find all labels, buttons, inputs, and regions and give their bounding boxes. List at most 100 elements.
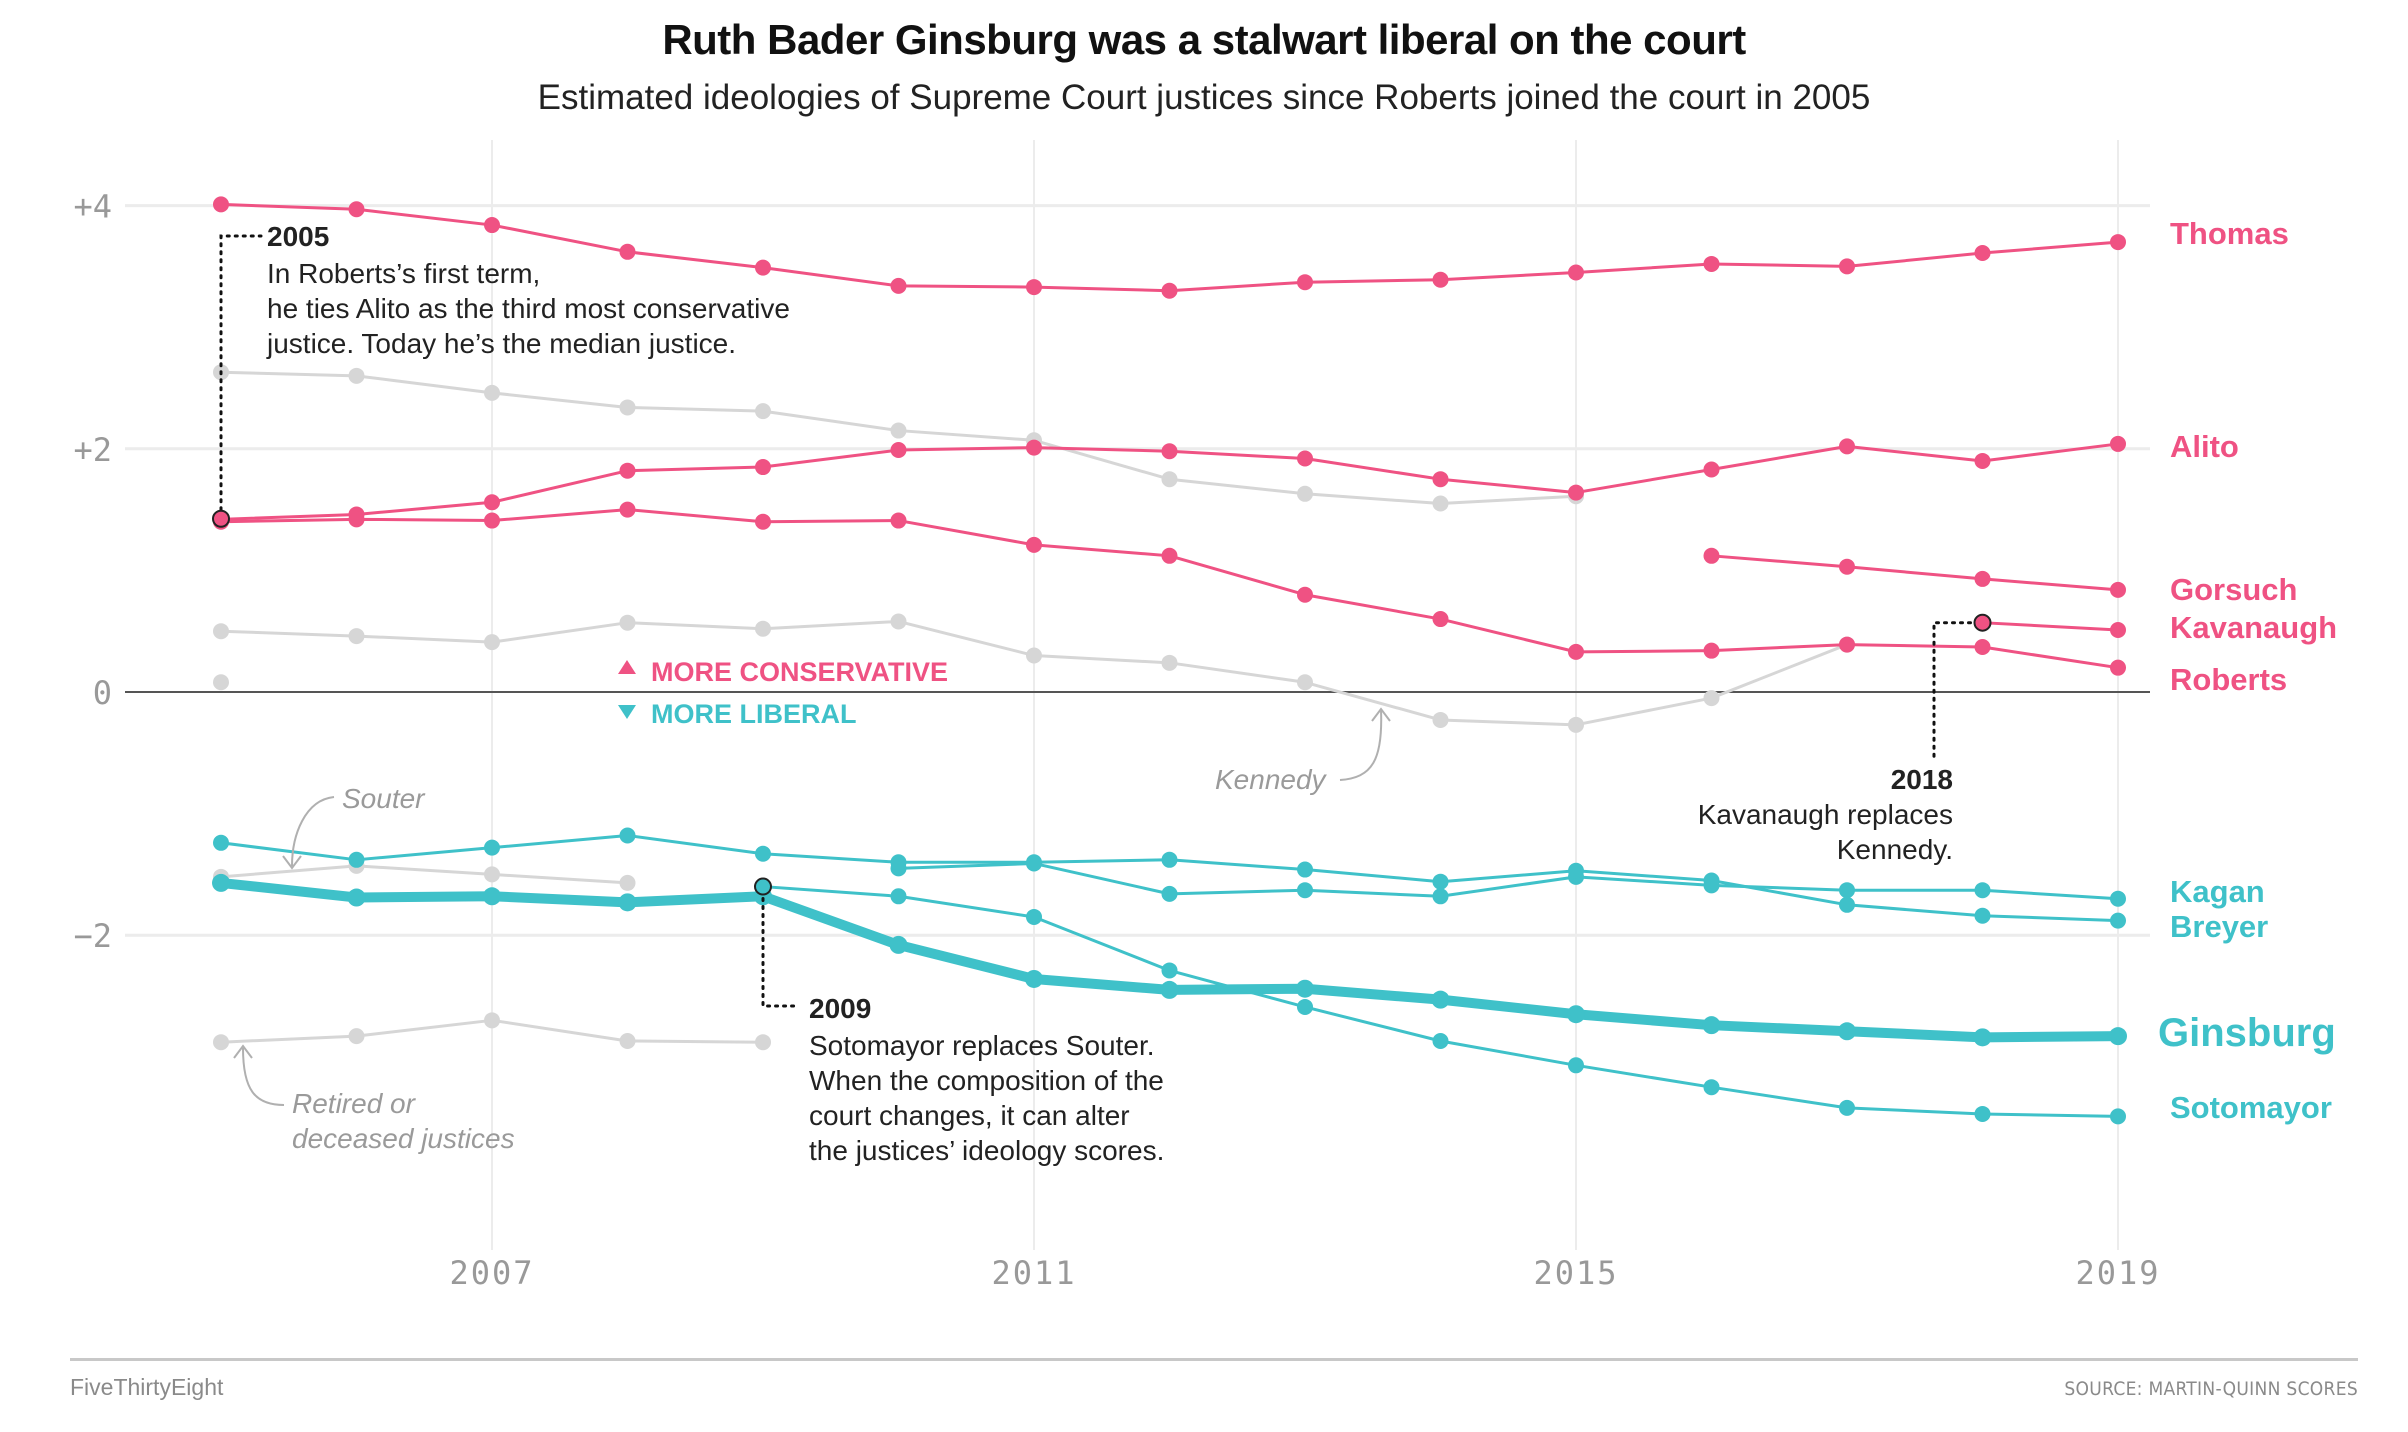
x-axis: 2007 2011 2015 2019 [449, 1254, 2160, 1292]
data-point-alito [619, 462, 636, 479]
retired-callout-line2: deceased justices [292, 1123, 515, 1154]
data-point-roberts [890, 512, 907, 529]
data-point-ginsburg [1025, 969, 1043, 988]
annotation-leader-2005 [219, 234, 263, 512]
data-point-sotomayor [890, 888, 907, 905]
data-point-breyer [1839, 896, 1855, 913]
highlight-point-roberts-2005 [212, 509, 230, 528]
data-point-stevens [619, 1032, 636, 1049]
series-line-kavanaugh [1982, 621, 2119, 632]
data-point-alito [1161, 443, 1178, 460]
chart-title: Ruth Bader Ginsburg was a stalwart liber… [662, 16, 1746, 63]
data-point-kennedy [755, 620, 771, 637]
annotation-text: Sotomayor replaces Souter. [809, 1030, 1155, 1061]
data-point-roberts [619, 501, 636, 518]
data-point-alito [1026, 439, 1042, 456]
x-tick-label: 2015 [1533, 1254, 1618, 1292]
data-point-stevens [213, 1034, 229, 1051]
data-point-alito [484, 494, 500, 511]
data-point-ginsburg [889, 935, 908, 954]
series-label-thomas: Thomas [2170, 216, 2289, 251]
retired-series [213, 364, 1855, 1051]
data-point-souter [619, 874, 636, 891]
data-point-thomas [213, 196, 229, 213]
data-point-kagan [1432, 888, 1449, 905]
data-point-thomas [484, 217, 500, 234]
data-point-sotomayor [1839, 1099, 1855, 1116]
data-point-ginsburg [2109, 1027, 2127, 1046]
data-point-thomas [348, 201, 365, 218]
data-point-sotomayor [1026, 908, 1042, 925]
series-line-breyer [220, 833, 2119, 923]
data-point-alito [1974, 452, 1991, 469]
data-point-kennedy [484, 634, 500, 651]
y-axis: +4 +2 0 −2 [73, 188, 112, 956]
data-point-thomas [1839, 258, 1855, 275]
data-point-roberts [1297, 586, 1313, 603]
more-conservative-label: MORE CONSERVATIVE [651, 657, 948, 687]
series-line-gorsuch [1711, 554, 2119, 592]
data-point-thomas [890, 277, 907, 294]
data-point-kennedy [1703, 690, 1720, 707]
footer-divider [70, 1358, 2358, 1361]
data-point-kennedy [619, 614, 636, 631]
data-point-kavanaugh [2110, 621, 2126, 638]
data-point-kagan [1839, 882, 1855, 899]
data-point-roberts [1974, 639, 1991, 656]
data-point-breyer [619, 827, 636, 844]
data-point-breyer [1703, 872, 1720, 889]
y-tick-label: +4 [73, 188, 112, 226]
data-point-kennedy [1161, 654, 1178, 671]
data-point-scalia [619, 399, 636, 416]
arrow-head-icon [1371, 707, 1391, 722]
data-point-sotomayor [1297, 998, 1313, 1015]
data-point-thomas [1161, 282, 1178, 299]
data-point-sotomayor [1568, 1057, 1584, 1074]
arrow-head-icon [233, 1044, 253, 1059]
retired-arrow [242, 1047, 285, 1106]
annotations: 2005 In Roberts’s first term, he ties Alit… [212, 221, 1992, 1166]
data-point-roberts [1161, 547, 1178, 564]
data-point-thomas [1026, 279, 1042, 296]
kennedy-arrow [1339, 709, 1383, 781]
more-liberal-label: MORE LIBERAL [651, 699, 857, 729]
data-point-breyer [1297, 861, 1313, 878]
data-point-roberts [1703, 642, 1720, 659]
data-point-ginsburg [483, 887, 501, 906]
arrow-head-icon [282, 855, 302, 870]
data-point-stevens [755, 1034, 771, 1051]
x-tick-label: 2019 [2075, 1254, 2160, 1292]
series-label-gorsuch: Gorsuch [2170, 572, 2297, 607]
data-point-thomas [1297, 274, 1313, 291]
highlight-point-sotomayor-2009 [754, 877, 772, 896]
data-point-ginsburg [618, 893, 637, 912]
series-line-kagan [898, 861, 2119, 901]
data-point-gorsuch [2110, 581, 2126, 598]
annotation-text: justice. Today he’s the median justice. [266, 328, 736, 359]
data-point-ginsburg [212, 873, 230, 892]
data-point-breyer [1026, 854, 1042, 871]
annotation-text: Kennedy. [1837, 834, 1953, 865]
annotation-text: the justices’ ideology scores. [809, 1135, 1164, 1166]
data-point-oconnor [213, 674, 229, 691]
data-point-scalia [755, 403, 771, 420]
souter-arrow [291, 796, 335, 867]
data-point-kagan [1297, 882, 1313, 899]
annotation-leader-2018 [1932, 621, 1972, 762]
data-point-alito [1432, 471, 1449, 488]
data-point-gorsuch [1974, 570, 1991, 587]
annotation-text: Kavanaugh replaces [1698, 799, 1953, 830]
series-line-roberts [220, 508, 2119, 670]
data-point-ginsburg [1973, 1028, 1992, 1047]
data-point-kennedy [1026, 647, 1042, 664]
x-tick-label: 2007 [449, 1254, 534, 1292]
data-point-scalia [348, 367, 365, 384]
data-point-alito [1839, 438, 1855, 455]
data-point-ginsburg [1160, 980, 1179, 999]
data-point-ginsburg [347, 888, 366, 907]
annotation-leader-2009 [761, 897, 801, 1008]
data-point-gorsuch [1839, 558, 1855, 575]
data-point-alito [1297, 450, 1313, 467]
data-point-sotomayor [1703, 1079, 1720, 1096]
series-line-ginsburg [220, 877, 2119, 1043]
